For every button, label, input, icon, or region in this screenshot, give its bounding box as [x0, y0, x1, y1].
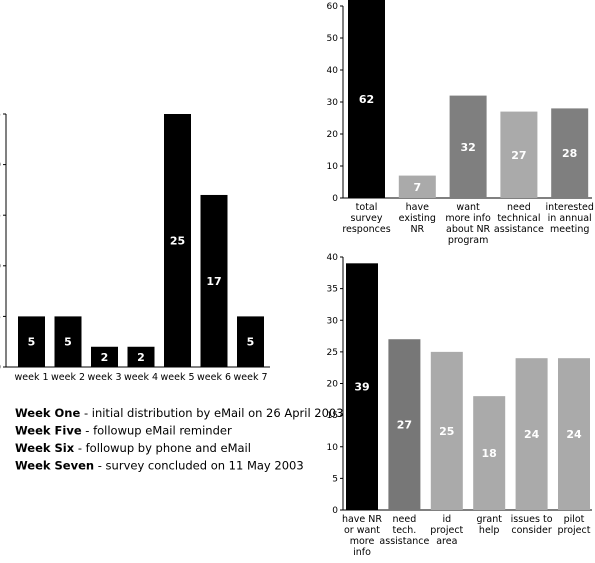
bar — [449, 95, 487, 198]
x-tick-label: interested in annual meeting — [546, 202, 594, 235]
x-tick-label: have NR or want more info — [342, 514, 382, 558]
bar — [200, 194, 228, 367]
x-tick-label: need technical assistance — [494, 202, 544, 235]
y-tick-label: 60 — [327, 2, 339, 12]
y-tick-label: 15 — [0, 211, 1, 221]
y-tick-label: 25 — [327, 348, 338, 358]
note-text: - followup eMail reminder — [82, 424, 232, 438]
y-tick-label: 0 — [332, 506, 338, 516]
x-tick-label: week 7 — [233, 372, 267, 383]
y-tick-label: 35 — [327, 285, 338, 295]
note-lead: Week One — [15, 406, 80, 420]
x-tick-label: week 5 — [160, 372, 194, 383]
x-tick-label: have existing NR — [399, 202, 436, 235]
bar — [388, 339, 421, 510]
value-label: 28 — [562, 147, 577, 160]
bar — [346, 263, 378, 510]
x-tick-label: week 3 — [87, 372, 121, 383]
bar — [515, 358, 548, 510]
bar — [398, 175, 436, 198]
x-tick-label: grant help — [476, 514, 502, 536]
bar — [551, 108, 589, 198]
y-tick-label: 50 — [327, 34, 339, 44]
x-tick-label: week 6 — [197, 372, 231, 383]
note: Week Six - followup by phone and eMail — [15, 441, 251, 455]
note-text: - initial distribution by eMail on 26 Ap… — [80, 406, 343, 420]
value-label: 32 — [460, 141, 475, 154]
value-label: 7 — [413, 181, 421, 194]
y-tick-label: 40 — [327, 66, 339, 76]
bar — [18, 316, 45, 367]
note: Week Seven - survey concluded on 11 May … — [15, 459, 304, 473]
value-label: 27 — [397, 419, 412, 432]
value-label: 17 — [206, 275, 221, 288]
value-label: 25 — [170, 235, 185, 248]
note-text: - followup by phone and eMail — [74, 441, 251, 455]
bar — [237, 316, 264, 367]
y-tick-label: 20 — [327, 130, 339, 140]
note-lead: Week Five — [15, 424, 82, 438]
x-tick-label: id project area — [430, 514, 463, 547]
y-tick-label: 25 — [0, 110, 1, 120]
y-tick-label: 5 — [0, 312, 1, 322]
note-lead: Week Six — [15, 441, 75, 455]
y-tick-label: 20 — [327, 380, 339, 390]
x-tick-label: total survey responces — [342, 202, 390, 235]
y-tick-label: 15 — [327, 411, 338, 421]
value-label: 24 — [524, 428, 540, 441]
y-tick-label: 10 — [327, 443, 339, 453]
bar — [430, 351, 463, 510]
y-tick-label: 10 — [0, 262, 1, 272]
note-lead: Week Seven — [15, 459, 94, 473]
note: Week Five - followup eMail reminder — [15, 424, 232, 438]
bar — [558, 358, 590, 510]
x-tick-label: pilot project — [558, 514, 591, 536]
bar — [54, 316, 82, 367]
value-label: 2 — [137, 351, 145, 364]
note-text: - survey concluded on 11 May 2003 — [94, 459, 304, 473]
x-tick-label: week 2 — [51, 372, 85, 383]
y-tick-label: 20 — [0, 161, 1, 171]
value-label: 39 — [354, 381, 369, 394]
value-label: 62 — [359, 93, 374, 106]
bar — [164, 114, 191, 367]
bar — [348, 0, 385, 198]
y-tick-label: 5 — [332, 474, 338, 484]
y-tick-label: 30 — [327, 98, 339, 108]
y-tick-label: 0 — [0, 363, 1, 373]
bar — [127, 346, 155, 367]
value-label: 5 — [64, 336, 72, 349]
value-label: 5 — [28, 336, 36, 349]
y-tick-label: 10 — [327, 162, 339, 172]
value-label: 25 — [439, 425, 454, 438]
x-tick-label: want more info about NR program — [445, 202, 491, 246]
value-label: 18 — [482, 447, 497, 460]
y-tick-label: 30 — [327, 316, 339, 326]
x-tick-label: issues to consider — [511, 514, 553, 536]
value-label: 24 — [566, 428, 582, 441]
value-label: 5 — [247, 336, 255, 349]
bar — [473, 396, 506, 510]
bar — [91, 346, 118, 367]
x-tick-label: need tech. assistance — [379, 514, 429, 547]
value-label: 27 — [511, 149, 526, 162]
x-tick-label: week 1 — [14, 372, 48, 383]
y-tick-label: 40 — [327, 253, 339, 263]
value-label: 2 — [101, 351, 109, 364]
bar — [500, 111, 538, 198]
x-tick-label: week 4 — [124, 372, 158, 383]
y-tick-label: 0 — [332, 194, 338, 204]
note: Week One - initial distribution by eMail… — [15, 406, 344, 420]
